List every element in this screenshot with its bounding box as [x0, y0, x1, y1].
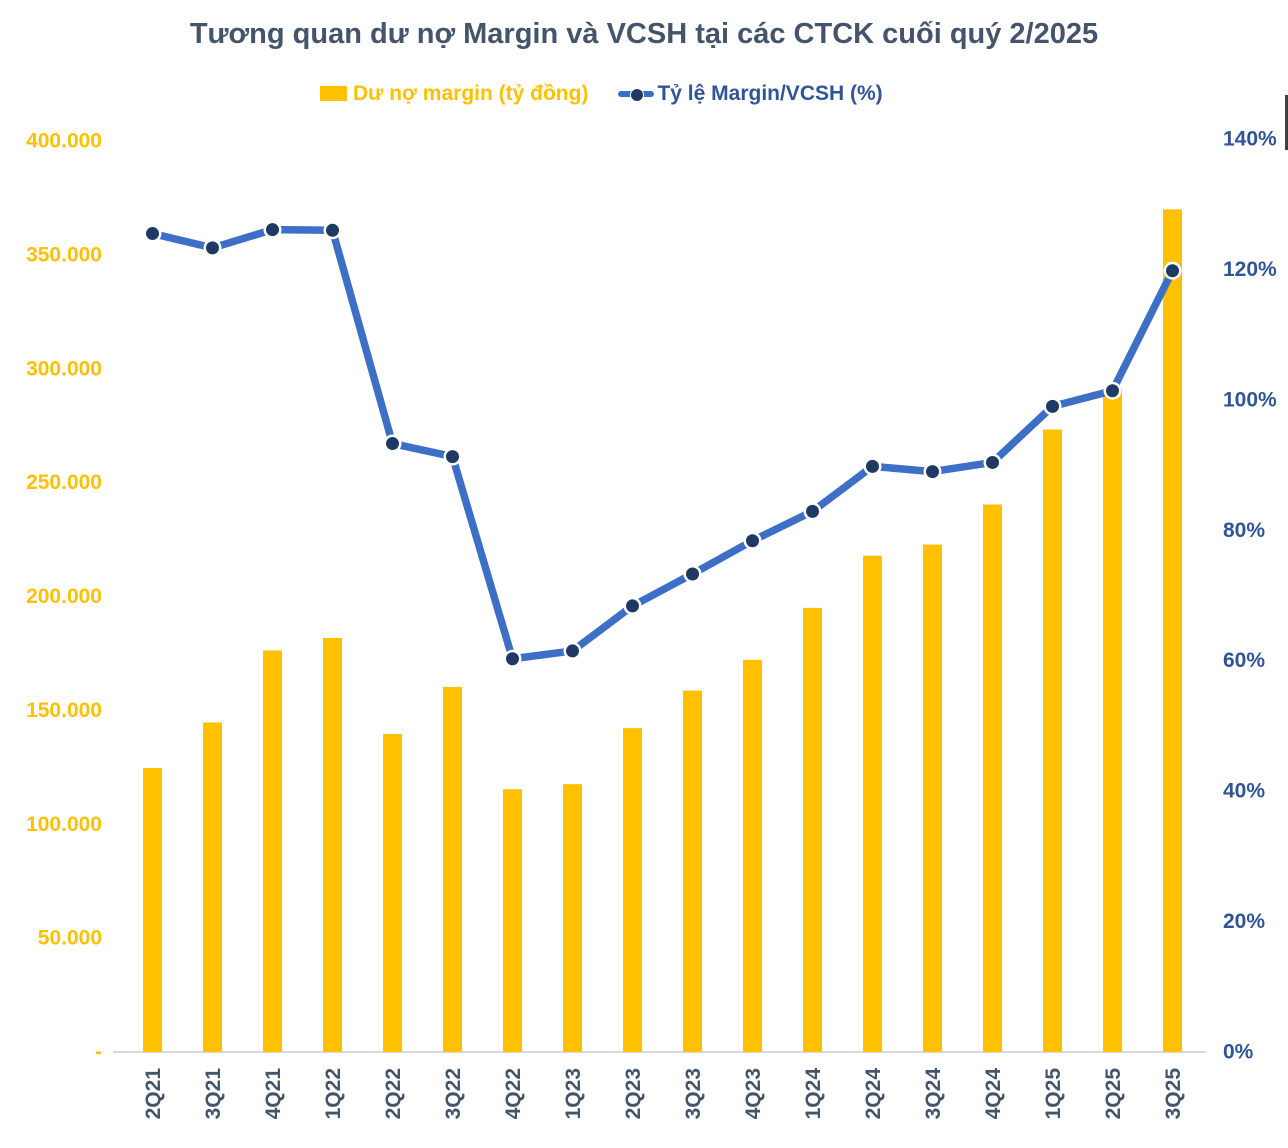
line-series-swatch-icon [618, 86, 655, 102]
svg-text:300.000: 300.000 [26, 357, 102, 380]
svg-text:80%: 80% [1223, 519, 1265, 542]
svg-text:3Q21: 3Q21 [202, 1068, 225, 1120]
svg-text:4Q21: 4Q21 [262, 1068, 285, 1120]
chart-legend: Dư nợ margin (tỷ đồng) Tỷ lệ Margin/VCSH… [320, 83, 883, 104]
legend-label-margin-debt: Dư nợ margin (tỷ đồng) [353, 82, 589, 105]
svg-text:4Q23: 4Q23 [742, 1068, 765, 1119]
svg-text:120%: 120% [1223, 258, 1277, 281]
svg-text:3Q23: 3Q23 [682, 1068, 705, 1119]
svg-text:4Q22: 4Q22 [502, 1068, 525, 1119]
svg-text:100%: 100% [1223, 388, 1277, 411]
screen-edge-artifact [1285, 95, 1288, 150]
svg-text:2Q25: 2Q25 [1102, 1068, 1125, 1120]
svg-text:2Q23: 2Q23 [622, 1068, 645, 1119]
chart-title: Tương quan dư nợ Margin và VCSH tại các … [189, 18, 1099, 50]
svg-text:60%: 60% [1223, 649, 1265, 672]
legend-item-margin-debt: Dư nợ margin (tỷ đồng) [320, 83, 588, 104]
svg-text:2Q22: 2Q22 [382, 1068, 405, 1119]
svg-text:4Q24: 4Q24 [982, 1068, 1005, 1120]
svg-text:200.000: 200.000 [26, 585, 102, 608]
legend-item-margin-vcsh-ratio: Tỷ lệ Margin/VCSH (%) [618, 82, 883, 105]
svg-text:1Q25: 1Q25 [1042, 1068, 1065, 1120]
svg-text:350.000: 350.000 [26, 243, 102, 266]
bar-series-swatch-icon [320, 86, 347, 101]
svg-text:1Q23: 1Q23 [562, 1068, 585, 1119]
svg-text:150.000: 150.000 [26, 699, 102, 722]
svg-text:1Q24: 1Q24 [802, 1068, 825, 1120]
svg-text:250.000: 250.000 [26, 471, 102, 494]
svg-text:50.000: 50.000 [38, 927, 102, 950]
svg-text:-: - [95, 1041, 102, 1064]
svg-text:400.000: 400.000 [26, 130, 102, 153]
svg-text:0%: 0% [1223, 1041, 1254, 1064]
svg-text:2Q24: 2Q24 [862, 1068, 885, 1120]
svg-text:40%: 40% [1223, 780, 1265, 803]
svg-text:3Q25: 3Q25 [1162, 1068, 1185, 1120]
legend-label-margin-vcsh-ratio: Tỷ lệ Margin/VCSH (%) [657, 82, 883, 105]
svg-text:20%: 20% [1223, 910, 1265, 933]
svg-text:3Q22: 3Q22 [442, 1068, 465, 1119]
svg-text:100.000: 100.000 [26, 813, 102, 836]
svg-text:140%: 140% [1223, 128, 1277, 151]
svg-text:1Q22: 1Q22 [322, 1068, 345, 1119]
svg-text:3Q24: 3Q24 [922, 1068, 945, 1120]
svg-text:2Q21: 2Q21 [142, 1068, 165, 1120]
